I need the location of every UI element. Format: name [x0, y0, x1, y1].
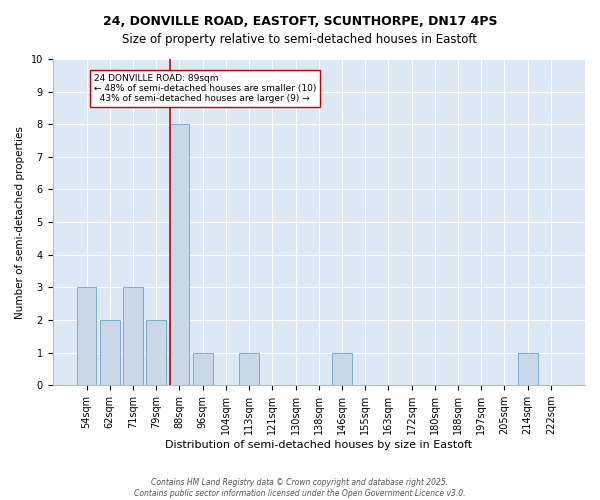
Bar — [123, 288, 143, 385]
Bar — [170, 124, 190, 385]
Bar — [100, 320, 119, 385]
Bar — [193, 352, 212, 385]
Bar — [239, 352, 259, 385]
Text: 24 DONVILLE ROAD: 89sqm
← 48% of semi-detached houses are smaller (10)
  43% of : 24 DONVILLE ROAD: 89sqm ← 48% of semi-de… — [94, 74, 316, 104]
Bar — [518, 352, 538, 385]
Text: Contains HM Land Registry data © Crown copyright and database right 2025.
Contai: Contains HM Land Registry data © Crown c… — [134, 478, 466, 498]
Bar — [146, 320, 166, 385]
Text: Size of property relative to semi-detached houses in Eastoft: Size of property relative to semi-detach… — [122, 32, 478, 46]
X-axis label: Distribution of semi-detached houses by size in Eastoft: Distribution of semi-detached houses by … — [165, 440, 472, 450]
Text: 24, DONVILLE ROAD, EASTOFT, SCUNTHORPE, DN17 4PS: 24, DONVILLE ROAD, EASTOFT, SCUNTHORPE, … — [103, 15, 497, 28]
Bar — [77, 288, 97, 385]
Y-axis label: Number of semi-detached properties: Number of semi-detached properties — [15, 126, 25, 318]
Bar — [332, 352, 352, 385]
